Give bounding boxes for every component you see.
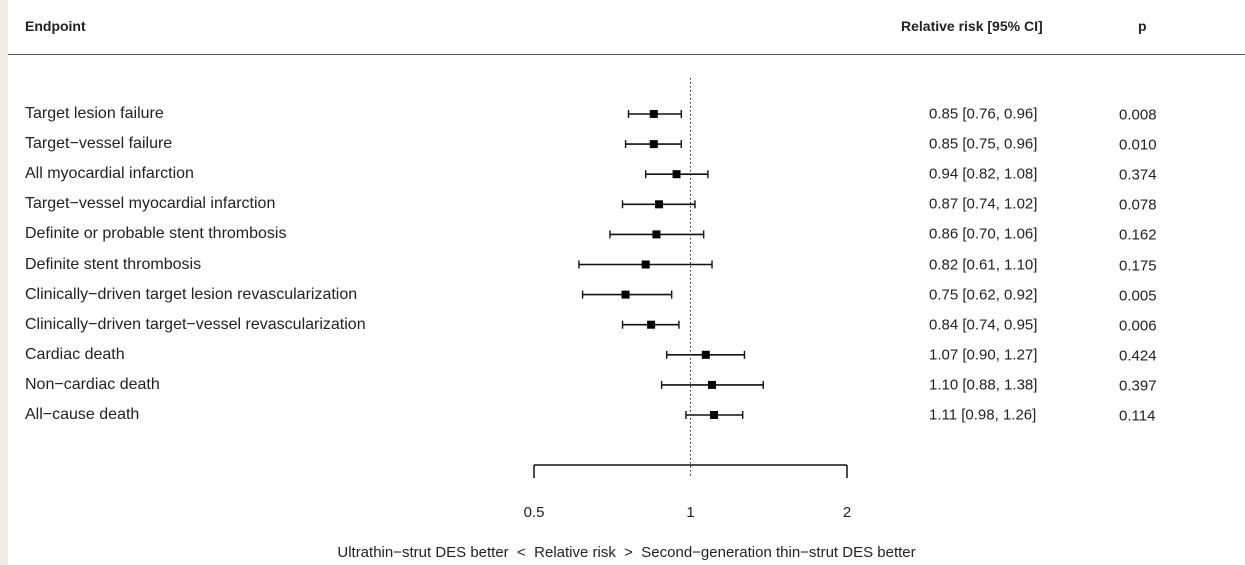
x-tick-label: 0.5	[524, 504, 545, 521]
ci-row	[581, 290, 673, 299]
relative-risk-ci-text: 1.11 [0.98, 1.26]	[929, 406, 1037, 424]
endpoint-label: Non−cardiac death	[25, 375, 160, 393]
point-estimate-marker	[641, 260, 650, 269]
relative-risk-ci-text: 0.86 [0.70, 1.06]	[929, 225, 1038, 243]
p-value-header: p	[1138, 18, 1147, 34]
p-value: 0.008	[1119, 106, 1157, 124]
x-axis-label-lt: <	[517, 544, 526, 561]
endpoint-label: Target−vessel failure	[25, 135, 173, 153]
relative-risk-ci-text: 0.82 [0.61, 1.10]	[929, 256, 1038, 273]
endpoint-label: Definite stent thrombosis	[25, 255, 202, 273]
x-tick-label: 1	[686, 504, 694, 521]
endpoint-label: Cardiac death	[25, 345, 125, 363]
x-axis-label: Ultrathin−strut DES better < Relative ri…	[8, 544, 1245, 561]
relative-risk-ci-text: 0.84 [0.74, 0.95]	[929, 316, 1038, 334]
point-estimate-marker	[649, 110, 658, 118]
ci-row	[666, 350, 746, 359]
endpoint-label: Definite or probable stent thrombosis	[25, 225, 287, 243]
relative-risk-ci-text: 1.10 [0.88, 1.38]	[929, 376, 1038, 394]
p-value: 0.114	[1119, 407, 1156, 425]
endpoint-label: All−cause death	[25, 406, 140, 423]
p-value: 0.010	[1119, 136, 1157, 154]
ci-row	[685, 411, 744, 419]
x-tick-label: 2	[843, 504, 851, 521]
p-value: 0.374	[1119, 166, 1157, 184]
p-value: 0.005	[1119, 287, 1157, 305]
p-value: 0.162	[1119, 226, 1157, 244]
point-estimate-marker	[652, 230, 661, 239]
relative-risk-ci-text: 0.75 [0.62, 0.92]	[929, 286, 1038, 304]
endpoint-header: Endpoint	[25, 18, 86, 34]
relative-risk-ci-text: 0.85 [0.76, 0.96]	[929, 105, 1038, 123]
point-estimate-marker	[710, 411, 719, 419]
endpoint-label: Clinically−driven target−vessel revascul…	[25, 315, 366, 333]
x-axis-label-gt: >	[624, 544, 633, 561]
ci-row	[624, 140, 682, 149]
point-estimate-marker	[649, 140, 658, 149]
point-estimate-marker	[647, 320, 656, 329]
header-rule	[8, 54, 1245, 55]
ci-row	[621, 320, 680, 329]
endpoint-label: Target lesion failure	[25, 105, 164, 122]
ci-row	[621, 200, 696, 209]
ci-row	[578, 260, 713, 269]
point-estimate-marker	[708, 380, 717, 389]
relative-risk-ci-text: 0.87 [0.74, 1.02]	[929, 195, 1038, 213]
relative-risk-ci-text: 1.07 [0.90, 1.27]	[929, 346, 1038, 364]
point-estimate-marker	[701, 350, 710, 359]
relative-risk-ci-text: 0.94 [0.82, 1.08]	[929, 165, 1038, 183]
x-axis-label-center: Relative risk	[534, 544, 616, 561]
x-axis-label-right: Second−generation thin−strut DES better	[641, 544, 916, 561]
point-estimate-marker	[655, 200, 664, 209]
ci-row	[609, 230, 705, 239]
ci-row	[644, 170, 709, 179]
point-estimate-marker	[621, 290, 630, 299]
forest-plot-panel: Endpoint Relative risk [95% CI] p Target…	[8, 0, 1245, 565]
forest-plot: 0.5 1 2	[524, 78, 851, 521]
endpoint-label: All myocardial infarction	[25, 165, 194, 183]
p-value: 0.078	[1119, 196, 1157, 214]
point-estimate-marker	[672, 170, 681, 179]
x-axis-label-left: Ultrathin−strut DES better	[337, 544, 509, 561]
p-value: 0.397	[1119, 377, 1157, 395]
ci-row	[627, 110, 682, 118]
p-value: 0.175	[1119, 257, 1157, 274]
endpoint-label: Clinically−driven target lesion revascul…	[25, 285, 358, 303]
relative-risk-header: Relative risk [95% CI]	[901, 18, 1043, 34]
p-value: 0.424	[1119, 347, 1157, 365]
endpoint-label: Target−vessel myocardial infarction	[25, 195, 276, 213]
relative-risk-ci-text: 0.85 [0.75, 0.96]	[929, 135, 1038, 153]
ci-row	[660, 380, 764, 389]
p-value: 0.006	[1119, 317, 1157, 335]
